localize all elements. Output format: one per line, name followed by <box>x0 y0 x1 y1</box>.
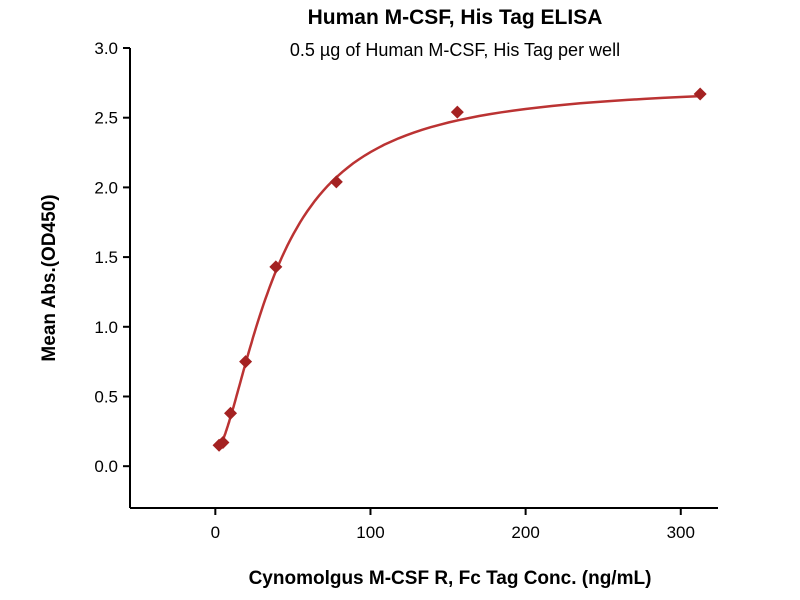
y-axis-label: Mean Abs.(OD450) <box>39 194 60 361</box>
data-point <box>216 435 230 449</box>
y-tick-label: 2.0 <box>94 178 118 197</box>
y-tick-label: 0.0 <box>94 457 118 476</box>
y-tick-label: 3.0 <box>94 39 118 58</box>
fit-curve <box>217 94 702 450</box>
x-axis-label: Cynomolgus M-CSF R, Fc Tag Conc. (ng/mL) <box>249 568 652 589</box>
x-tick-label: 200 <box>511 523 539 542</box>
y-tick-label: 2.5 <box>94 109 118 128</box>
x-tick-label: 100 <box>356 523 384 542</box>
data-point <box>693 87 707 101</box>
data-point <box>329 175 343 189</box>
data-series <box>212 87 707 452</box>
data-point <box>269 260 283 274</box>
data-point <box>224 406 238 420</box>
y-tick-label: 1.5 <box>94 248 118 267</box>
x-tick-label: 300 <box>667 523 695 542</box>
axes: 0.0 0.5 1.0 1.5 2.0 2.5 3.0 0 100 200 300 <box>94 39 718 542</box>
chart-subtitle: 0.5 µg of Human M-CSF, His Tag per well <box>290 40 620 60</box>
y-tick-label: 0.5 <box>94 387 118 406</box>
data-point <box>450 105 464 119</box>
y-tick-label: 1.0 <box>94 318 118 337</box>
x-tick-label: 0 <box>211 523 220 542</box>
data-point <box>239 355 253 369</box>
chart-title: Human M-CSF, His Tag ELISA <box>308 6 603 29</box>
